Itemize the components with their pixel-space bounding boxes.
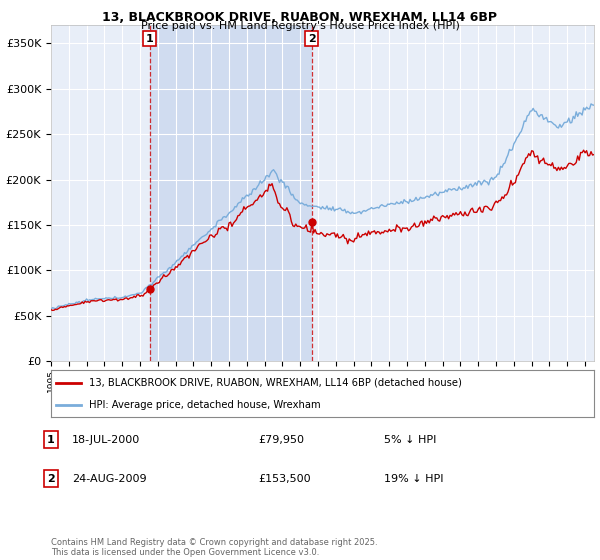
Text: £153,500: £153,500 [258, 474, 311, 484]
Text: 1: 1 [146, 34, 154, 44]
Text: 18-JUL-2000: 18-JUL-2000 [72, 435, 140, 445]
Text: 24-AUG-2009: 24-AUG-2009 [72, 474, 146, 484]
Bar [149, 25, 311, 361]
Text: 1: 1 [47, 435, 55, 445]
Text: 5% ↓ HPI: 5% ↓ HPI [384, 435, 436, 445]
Text: 2: 2 [47, 474, 55, 484]
Text: 13, BLACKBROOK DRIVE, RUABON, WREXHAM, LL14 6BP (detached house): 13, BLACKBROOK DRIVE, RUABON, WREXHAM, L… [89, 378, 462, 388]
Text: Price paid vs. HM Land Registry's House Price Index (HPI): Price paid vs. HM Land Registry's House … [140, 21, 460, 31]
Text: HPI: Average price, detached house, Wrexham: HPI: Average price, detached house, Wrex… [89, 400, 320, 410]
Text: 19% ↓ HPI: 19% ↓ HPI [384, 474, 443, 484]
Text: £79,950: £79,950 [258, 435, 304, 445]
Text: 2: 2 [308, 34, 316, 44]
Text: 13, BLACKBROOK DRIVE, RUABON, WREXHAM, LL14 6BP: 13, BLACKBROOK DRIVE, RUABON, WREXHAM, L… [103, 11, 497, 24]
Text: Contains HM Land Registry data © Crown copyright and database right 2025.
This d: Contains HM Land Registry data © Crown c… [51, 538, 377, 557]
